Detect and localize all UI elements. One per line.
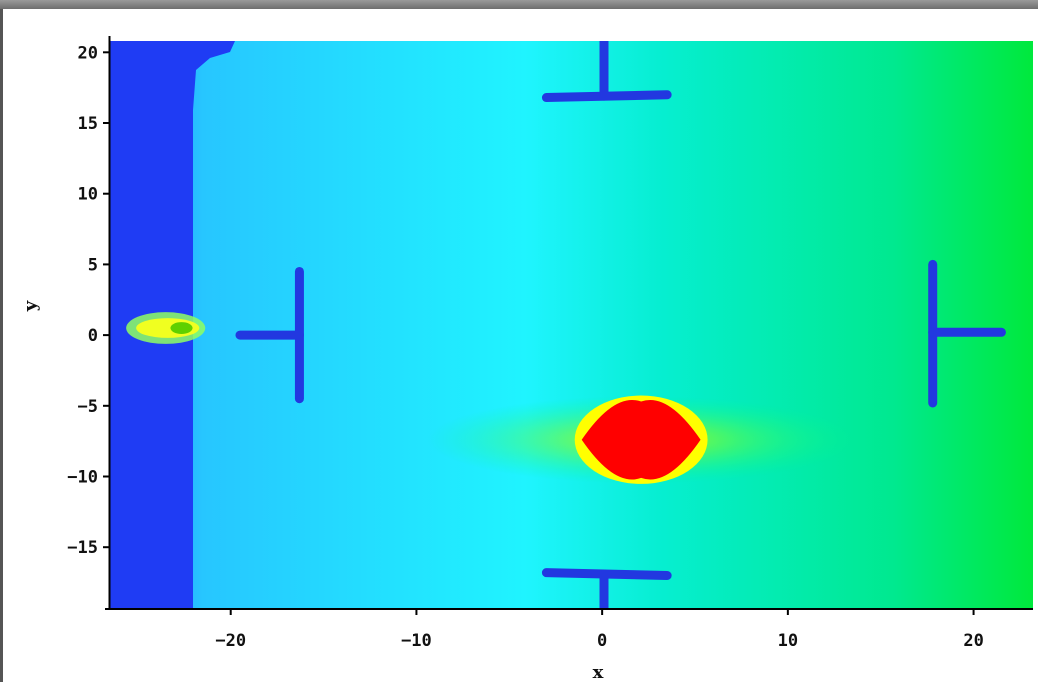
window-titlebar (0, 0, 1038, 9)
y-tick-label: −5 (78, 397, 98, 417)
y-tick-label: 20 (78, 43, 98, 63)
x-axis: −20 −10 0 10 20 (105, 608, 1033, 651)
x-tick-label: −20 (215, 631, 246, 651)
x-tick-label: −10 (401, 631, 432, 651)
hotspot-core (581, 399, 701, 480)
y-tick-label: 0 (88, 326, 98, 346)
y-tick-label: 5 (88, 255, 98, 275)
x-tick-label: 0 (597, 631, 607, 651)
window-left-border (0, 9, 3, 682)
x-tick-label: 10 (778, 631, 798, 651)
small-hotspot-core (170, 322, 193, 334)
features-layer (126, 41, 1006, 608)
y-tick-label: −10 (67, 468, 98, 488)
y-axis-label: y (20, 300, 41, 312)
y-axis: 20 15 10 5 0 −5 −10 −15 (67, 36, 111, 608)
t-bar-2 (541, 41, 672, 103)
x-tick-label: 20 (963, 631, 983, 651)
t-bar-5 (928, 259, 1006, 408)
heatmap-background (110, 41, 1033, 608)
plot-area (110, 41, 1033, 608)
t-bar-3 (541, 568, 672, 608)
y-tick-label: 15 (78, 114, 98, 134)
x-axis-label: x (593, 662, 604, 682)
y-tick-label: 10 (78, 185, 98, 205)
y-tick-label: −15 (67, 538, 98, 558)
t-bar-4 (235, 266, 304, 404)
